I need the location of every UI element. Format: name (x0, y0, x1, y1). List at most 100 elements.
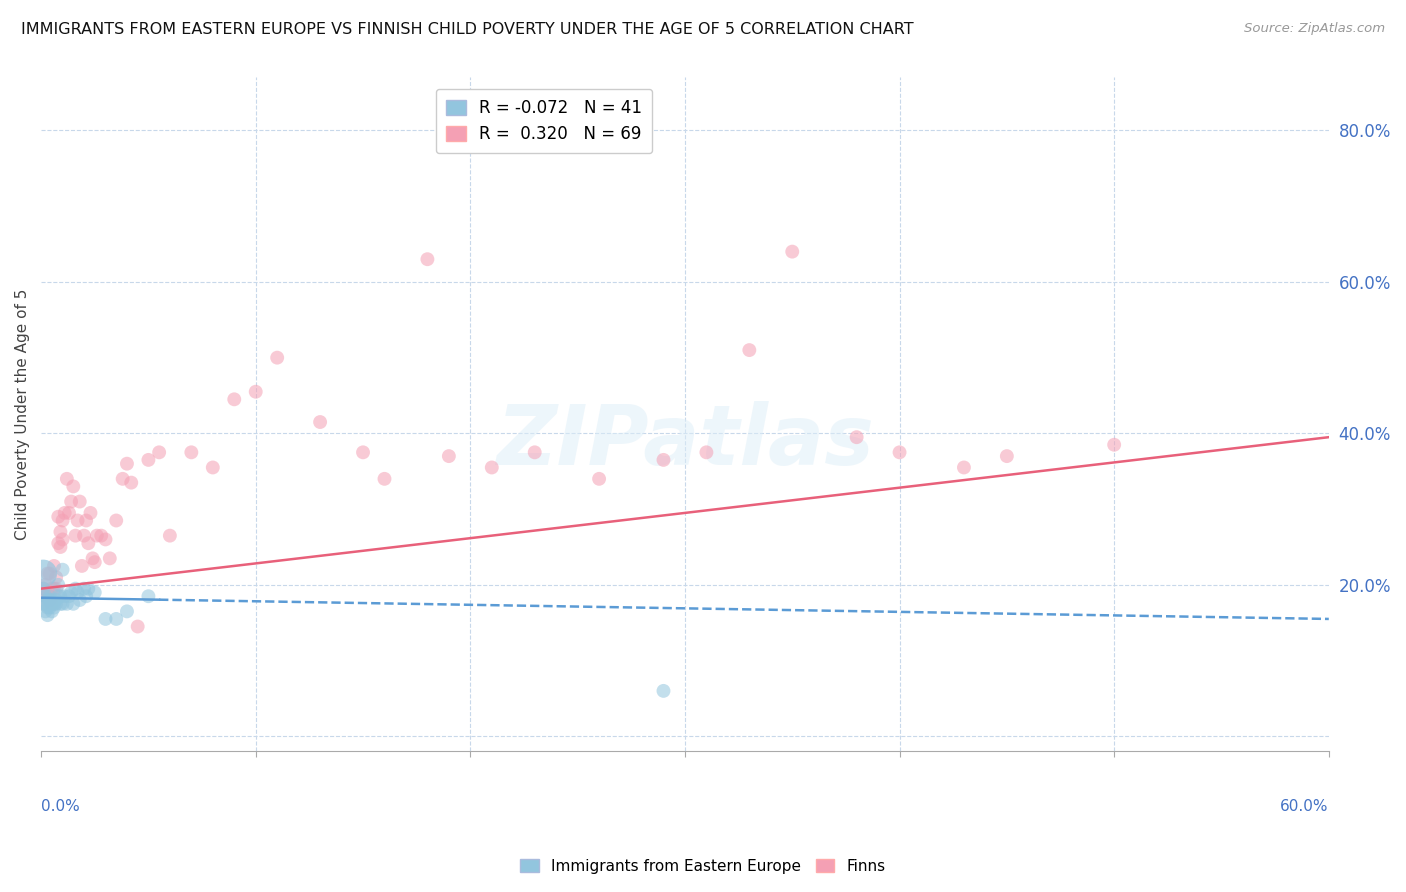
Point (58, 589, 80, 603)
Point (37, 566, 59, 581)
Point (34, 597, 56, 611)
Point (115, 604, 138, 618)
Point (652, 684, 675, 698)
Text: 0.0%: 0.0% (41, 798, 80, 814)
Point (79, 506, 101, 520)
Y-axis label: Child Poverty Under the Age of 5: Child Poverty Under the Age of 5 (15, 289, 30, 541)
Point (58, 506, 80, 520)
Point (53, 506, 76, 520)
Text: ZIPatlas: ZIPatlas (496, 401, 875, 482)
Text: Source: ZipAtlas.com: Source: ZipAtlas.com (1244, 22, 1385, 36)
Point (373, 472, 395, 486)
Point (69, 494, 91, 508)
Point (70, 558, 93, 573)
Legend: R = -0.072   N = 41, R =  0.320   N = 69: R = -0.072 N = 41, R = 0.320 N = 69 (436, 89, 652, 153)
Point (38, 600, 60, 615)
Point (60, 585, 83, 599)
Point (41, 597, 63, 611)
Point (127, 619, 149, 633)
Point (38, 593, 60, 607)
Point (69, 593, 91, 607)
Point (32, 582, 55, 596)
Point (115, 457, 138, 471)
Point (111, 472, 134, 486)
Point (159, 528, 181, 542)
Point (65, 528, 87, 542)
Point (138, 589, 160, 603)
Point (180, 445, 202, 459)
Point (34, 589, 56, 603)
Point (53, 589, 76, 603)
Point (82, 551, 104, 566)
Point (90, 528, 112, 542)
Point (32, 582, 55, 596)
Point (42, 558, 65, 573)
Point (953, 460, 976, 475)
Point (75, 514, 97, 528)
Point (83, 555, 105, 569)
Point (34, 589, 56, 603)
Point (83, 585, 105, 599)
Point (42, 600, 65, 615)
Point (481, 460, 503, 475)
Point (34, 578, 56, 592)
Point (588, 472, 610, 486)
Point (62, 479, 84, 493)
Point (37, 585, 59, 599)
Point (309, 415, 332, 429)
Point (66, 514, 89, 528)
Point (148, 445, 170, 459)
Point (37, 608, 59, 623)
Point (56, 597, 79, 611)
Point (352, 445, 374, 459)
Point (32, 566, 55, 581)
Point (416, 252, 439, 267)
Point (46, 578, 69, 592)
Point (94, 533, 117, 547)
Point (52, 533, 75, 547)
Point (138, 453, 160, 467)
Point (37, 593, 59, 607)
Point (49, 524, 72, 539)
Point (52, 514, 75, 528)
Point (41, 582, 63, 596)
Point (42, 582, 65, 596)
Legend: Immigrants from Eastern Europe, Finns: Immigrants from Eastern Europe, Finns (515, 853, 891, 880)
Point (41, 597, 63, 611)
Point (889, 445, 911, 459)
Point (845, 430, 868, 444)
Text: 60.0%: 60.0% (1281, 798, 1329, 814)
Point (38, 593, 60, 607)
Point (437, 449, 460, 463)
Point (49, 597, 72, 611)
Point (73, 582, 96, 596)
Point (45, 582, 67, 596)
Point (42, 597, 65, 611)
Point (49, 589, 72, 603)
Point (32, 597, 55, 611)
Point (52, 563, 75, 577)
Point (46, 536, 69, 550)
Point (120, 475, 142, 490)
Text: IMMIGRANTS FROM EASTERN EUROPE VS FINNISH CHILD POVERTY UNDER THE AGE OF 5 CORRE: IMMIGRANTS FROM EASTERN EUROPE VS FINNIS… (21, 22, 914, 37)
Point (105, 612, 128, 626)
Point (49, 540, 72, 554)
Point (32, 597, 55, 611)
Point (46, 509, 69, 524)
Point (41, 604, 63, 618)
Point (75, 589, 97, 603)
Point (45, 597, 67, 611)
Point (73, 528, 96, 542)
Point (45, 570, 67, 584)
Point (65, 582, 87, 596)
Point (46, 589, 69, 603)
Point (105, 514, 128, 528)
Point (245, 384, 267, 399)
Point (34, 604, 56, 618)
Point (523, 445, 546, 459)
Point (56, 472, 79, 486)
Point (695, 445, 717, 459)
Point (77, 582, 100, 596)
Point (1102, 438, 1125, 452)
Point (738, 343, 761, 357)
